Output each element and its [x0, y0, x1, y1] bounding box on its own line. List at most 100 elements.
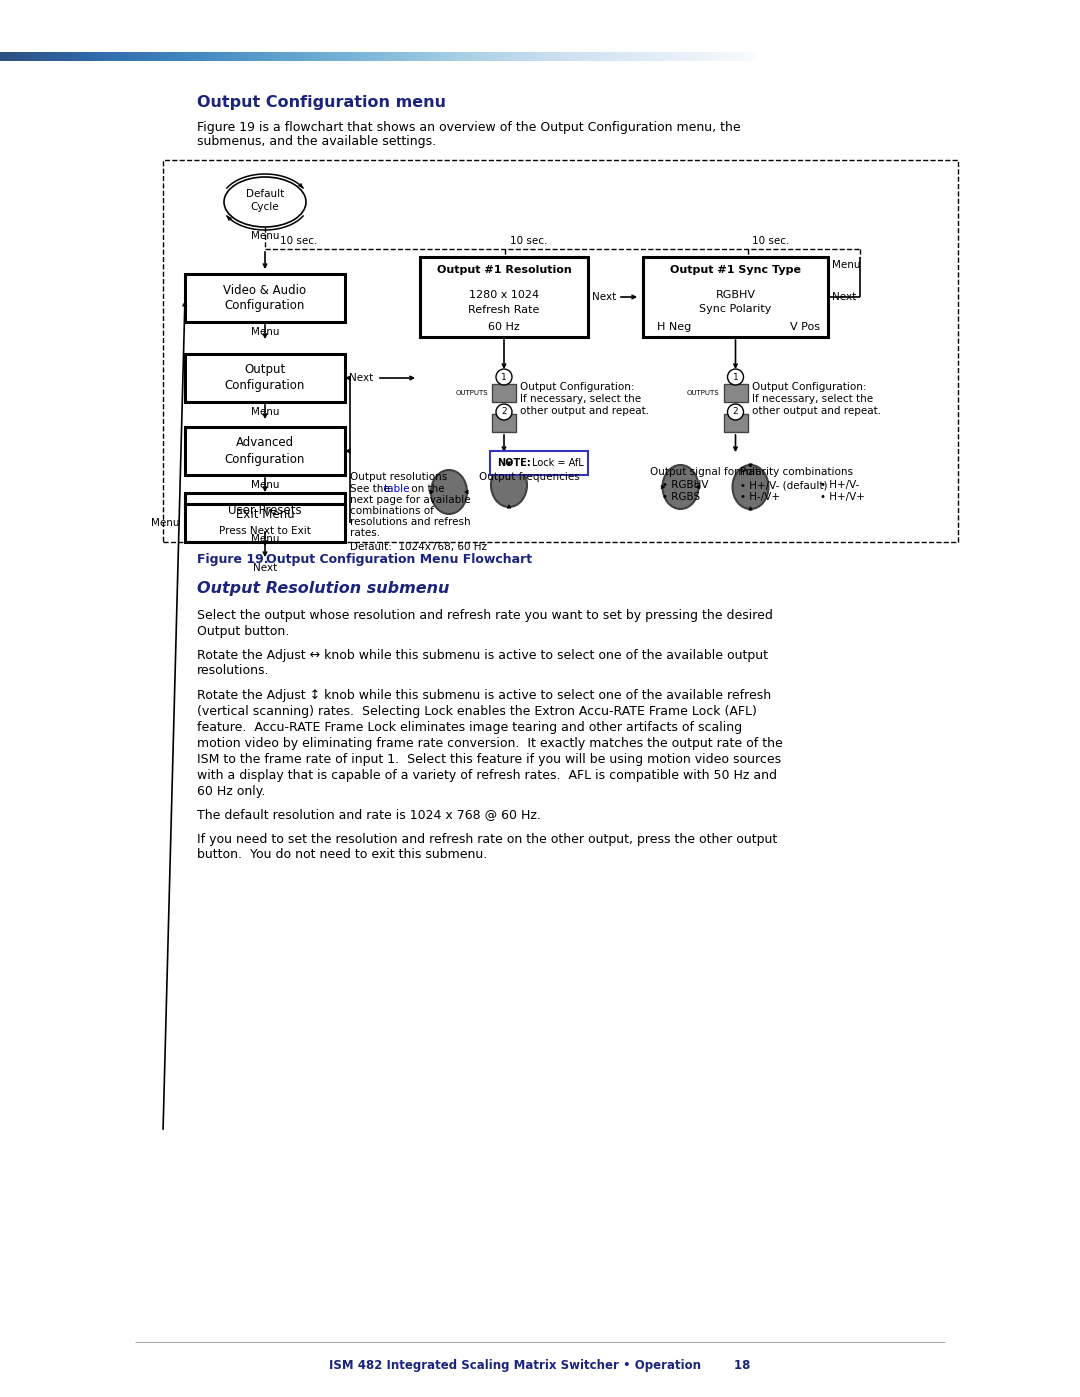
Text: Refresh Rate: Refresh Rate	[469, 305, 540, 314]
Text: Output: Output	[244, 363, 285, 377]
FancyBboxPatch shape	[490, 451, 588, 475]
Text: next page for available: next page for available	[350, 495, 471, 504]
Text: H Neg: H Neg	[657, 321, 691, 332]
FancyBboxPatch shape	[643, 257, 828, 337]
Circle shape	[728, 369, 743, 386]
Text: combinations of: combinations of	[350, 506, 434, 515]
Circle shape	[728, 404, 743, 420]
Text: resolutions and refresh: resolutions and refresh	[350, 517, 471, 527]
Text: • H+/V-: • H+/V-	[821, 481, 860, 490]
Text: 1280 x 1024: 1280 x 1024	[469, 291, 539, 300]
Text: 2: 2	[501, 408, 507, 416]
Ellipse shape	[491, 462, 527, 507]
Ellipse shape	[431, 469, 467, 514]
Text: 2: 2	[732, 408, 739, 416]
Text: Menu: Menu	[251, 407, 280, 416]
Text: Next: Next	[592, 292, 617, 302]
Text: 1: 1	[501, 373, 507, 381]
Text: Configuration: Configuration	[225, 453, 306, 465]
Text: Lock = AfL: Lock = AfL	[532, 458, 584, 468]
Text: with a display that is capable of a variety of refresh rates.  AFL is compatible: with a display that is capable of a vari…	[197, 768, 777, 781]
Text: See the: See the	[350, 483, 393, 495]
Text: • RGBS: • RGBS	[662, 492, 701, 502]
Text: Exit Menu: Exit Menu	[235, 509, 295, 521]
Text: ISM 482 Integrated Scaling Matrix Switcher • Operation        18: ISM 482 Integrated Scaling Matrix Switch…	[329, 1358, 751, 1372]
FancyBboxPatch shape	[185, 504, 345, 542]
Text: • H+/V- (default): • H+/V- (default)	[741, 481, 828, 490]
Text: OUTPUTS: OUTPUTS	[687, 390, 719, 395]
Text: Configuration: Configuration	[225, 299, 306, 313]
Text: OUTPUTS: OUTPUTS	[456, 390, 488, 395]
Text: Rotate the Adjust ↕ knob while this submenu is active to select one of the avail: Rotate the Adjust ↕ knob while this subm…	[197, 689, 771, 701]
Text: Output Resolution submenu: Output Resolution submenu	[197, 581, 449, 597]
Text: 60 Hz only.: 60 Hz only.	[197, 785, 266, 798]
Text: on the: on the	[408, 483, 445, 495]
Text: Sync Polarity: Sync Polarity	[700, 305, 772, 314]
Text: other output and repeat.: other output and repeat.	[519, 407, 649, 416]
Text: button.  You do not need to exit this submenu.: button. You do not need to exit this sub…	[197, 848, 487, 862]
Text: Menu: Menu	[832, 260, 861, 270]
Text: other output and repeat.: other output and repeat.	[752, 407, 880, 416]
Ellipse shape	[732, 465, 769, 509]
Text: Output Configuration menu: Output Configuration menu	[197, 95, 446, 109]
Text: Default: Default	[246, 189, 284, 198]
Text: Press Next to Exit: Press Next to Exit	[219, 527, 311, 536]
FancyBboxPatch shape	[420, 257, 588, 337]
Text: If necessary, select the: If necessary, select the	[752, 394, 873, 404]
Text: The default resolution and rate is 1024 x 768 @ 60 Hz.: The default resolution and rate is 1024 …	[197, 809, 541, 821]
Text: 10 sec.: 10 sec.	[280, 236, 318, 246]
Text: Select the output whose resolution and refresh rate you want to set by pressing : Select the output whose resolution and r…	[197, 609, 773, 622]
Text: Polarity combinations: Polarity combinations	[741, 467, 853, 476]
Text: Next: Next	[832, 292, 856, 302]
Text: • RGBHV: • RGBHV	[662, 481, 708, 490]
Text: If necessary, select the: If necessary, select the	[519, 394, 642, 404]
Text: ISM to the frame rate of input 1.  Select this feature if you will be using moti: ISM to the frame rate of input 1. Select…	[197, 753, 781, 766]
Text: rates.: rates.	[350, 528, 380, 538]
Text: Menu: Menu	[251, 534, 280, 543]
Text: User Presets: User Presets	[228, 504, 301, 517]
FancyBboxPatch shape	[185, 427, 345, 475]
FancyBboxPatch shape	[185, 353, 345, 402]
Text: Output Configuration:: Output Configuration:	[519, 381, 635, 393]
Ellipse shape	[224, 177, 306, 226]
Text: Configuration: Configuration	[225, 380, 306, 393]
Text: Menu: Menu	[251, 231, 280, 242]
Text: Rotate the Adjust ↔ knob while this submenu is active to select one of the avail: Rotate the Adjust ↔ knob while this subm…	[197, 648, 768, 662]
Text: Figure 19 is a flowchart that shows an overview of the Output Configuration menu: Figure 19 is a flowchart that shows an o…	[197, 120, 741, 134]
Text: Output signal format: Output signal format	[650, 467, 759, 476]
Circle shape	[496, 369, 512, 386]
FancyBboxPatch shape	[185, 274, 345, 321]
Text: V Pos: V Pos	[789, 321, 820, 332]
FancyBboxPatch shape	[185, 493, 345, 529]
Text: NOTE:: NOTE:	[497, 458, 530, 468]
Text: RGBHV: RGBHV	[715, 291, 756, 300]
Text: Cycle: Cycle	[251, 203, 280, 212]
FancyBboxPatch shape	[492, 384, 516, 402]
Text: Advanced: Advanced	[235, 436, 294, 450]
Circle shape	[496, 404, 512, 420]
Text: Output resolutions: Output resolutions	[350, 472, 447, 482]
Text: Menu: Menu	[251, 327, 280, 337]
Text: Output frequencies: Output frequencies	[480, 472, 580, 482]
Text: Next: Next	[253, 563, 278, 573]
Text: • H+/V+: • H+/V+	[821, 492, 865, 502]
Text: (vertical scanning) rates.  Selecting Lock enables the Extron Accu-RATE Frame Lo: (vertical scanning) rates. Selecting Loc…	[197, 704, 757, 718]
Text: motion video by eliminating frame rate conversion.  It exactly matches the outpu: motion video by eliminating frame rate c…	[197, 736, 783, 750]
Text: 1: 1	[732, 373, 739, 381]
FancyBboxPatch shape	[492, 414, 516, 432]
Text: 10 sec.: 10 sec.	[510, 236, 548, 246]
Text: If you need to set the resolution and refresh rate on the other output, press th: If you need to set the resolution and re…	[197, 833, 778, 845]
Text: table: table	[384, 483, 410, 495]
Text: 10 sec.: 10 sec.	[752, 236, 789, 246]
Text: Output #1 Resolution: Output #1 Resolution	[436, 265, 571, 275]
Text: submenus, and the available settings.: submenus, and the available settings.	[197, 134, 436, 148]
Text: resolutions.: resolutions.	[197, 665, 270, 678]
Text: Next: Next	[349, 373, 374, 383]
Text: • H-/V+: • H-/V+	[741, 492, 781, 502]
Text: Video & Audio: Video & Audio	[224, 284, 307, 296]
Text: Output button.: Output button.	[197, 624, 289, 637]
Text: 60 Hz: 60 Hz	[488, 321, 519, 332]
Ellipse shape	[662, 465, 699, 509]
Text: Figure 19.: Figure 19.	[197, 552, 269, 566]
FancyBboxPatch shape	[724, 384, 747, 402]
